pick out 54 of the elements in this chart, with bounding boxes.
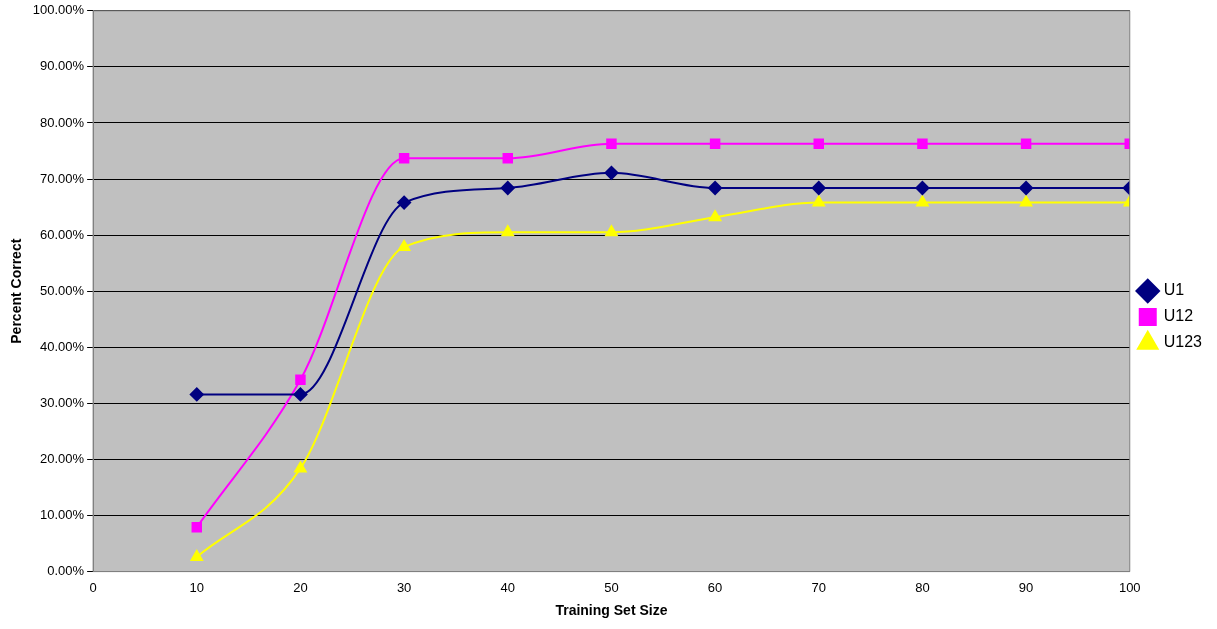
point bbox=[1020, 138, 1032, 149]
point bbox=[915, 181, 930, 196]
point bbox=[397, 195, 412, 210]
point bbox=[397, 239, 411, 251]
point bbox=[811, 181, 826, 196]
y-tick-label: 50.00% bbox=[40, 282, 85, 298]
x-tick-label: 70 bbox=[811, 579, 826, 595]
x-tick-label: 90 bbox=[1018, 579, 1034, 595]
point bbox=[398, 153, 410, 164]
legend-label: U1 bbox=[1163, 281, 1185, 299]
point bbox=[917, 138, 928, 149]
point bbox=[500, 181, 515, 196]
point bbox=[189, 387, 204, 402]
x-tick-label: 0 bbox=[89, 579, 97, 595]
x-tick-label: 100 bbox=[1118, 579, 1141, 595]
y-tick-label: 40.00% bbox=[40, 338, 85, 354]
x-tick-label: 30 bbox=[396, 579, 412, 595]
legend-label: U123 bbox=[1163, 333, 1203, 351]
point bbox=[708, 181, 723, 196]
point bbox=[813, 138, 824, 149]
x-tick-label: 20 bbox=[293, 579, 308, 595]
point bbox=[605, 225, 618, 237]
point bbox=[502, 153, 514, 164]
y-tick-label: 0.00% bbox=[47, 563, 85, 579]
y-tick-label: 20.00% bbox=[40, 451, 85, 467]
point bbox=[190, 550, 203, 562]
point bbox=[916, 195, 929, 207]
point bbox=[1019, 181, 1034, 196]
y-tick-label: 80.00% bbox=[40, 114, 85, 130]
legend-label: U12 bbox=[1163, 307, 1194, 325]
point bbox=[709, 138, 721, 149]
x-tick-label: 80 bbox=[915, 579, 930, 595]
y-tick-label: 60.00% bbox=[40, 226, 85, 242]
x-tick-label: 10 bbox=[189, 579, 205, 595]
y-tick-label: 30.00% bbox=[40, 394, 85, 410]
y-tick-label: 100.00% bbox=[32, 2, 85, 18]
point bbox=[501, 225, 514, 237]
point bbox=[191, 522, 203, 533]
y-tick-label: 90.00% bbox=[40, 58, 85, 74]
x-tick-label: 60 bbox=[707, 579, 723, 595]
point bbox=[1019, 195, 1033, 207]
y-tick-label: 70.00% bbox=[40, 170, 85, 186]
point bbox=[293, 387, 308, 402]
x-tick-label: 50 bbox=[604, 579, 619, 595]
point bbox=[604, 165, 619, 180]
point bbox=[708, 210, 722, 222]
point bbox=[294, 461, 307, 473]
point bbox=[295, 374, 306, 386]
y-axis-title: Percent Correct bbox=[8, 238, 25, 344]
x-axis-title: Training Set Size bbox=[555, 602, 668, 619]
x-tick-label: 40 bbox=[500, 579, 516, 595]
point bbox=[606, 138, 617, 149]
y-tick-label: 10.00% bbox=[40, 507, 85, 523]
point bbox=[812, 195, 825, 207]
